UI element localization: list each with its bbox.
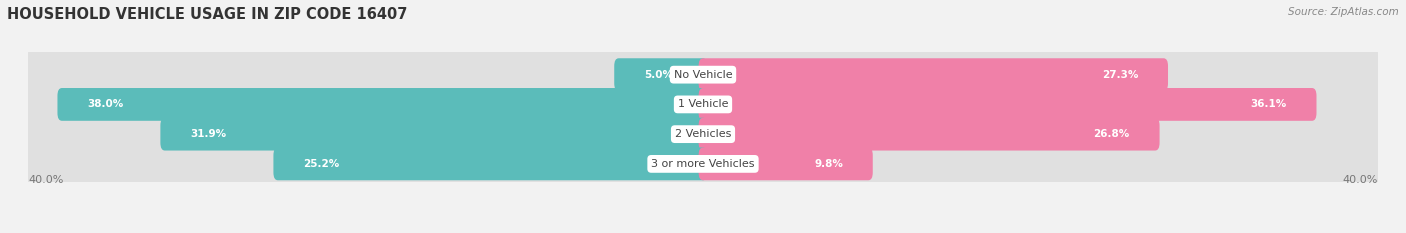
Text: 9.8%: 9.8% <box>814 159 844 169</box>
Text: 2 Vehicles: 2 Vehicles <box>675 129 731 139</box>
Text: 25.2%: 25.2% <box>304 159 339 169</box>
Text: 38.0%: 38.0% <box>87 99 124 110</box>
FancyBboxPatch shape <box>699 147 873 180</box>
FancyBboxPatch shape <box>58 88 707 121</box>
Text: 40.0%: 40.0% <box>28 175 63 185</box>
Text: 36.1%: 36.1% <box>1250 99 1286 110</box>
FancyBboxPatch shape <box>273 147 707 180</box>
FancyBboxPatch shape <box>22 82 1384 127</box>
Text: No Vehicle: No Vehicle <box>673 70 733 80</box>
Text: HOUSEHOLD VEHICLE USAGE IN ZIP CODE 16407: HOUSEHOLD VEHICLE USAGE IN ZIP CODE 1640… <box>7 7 408 22</box>
Text: 1 Vehicle: 1 Vehicle <box>678 99 728 110</box>
Text: 40.0%: 40.0% <box>1343 175 1378 185</box>
FancyBboxPatch shape <box>22 52 1384 97</box>
Text: 3 or more Vehicles: 3 or more Vehicles <box>651 159 755 169</box>
Text: 27.3%: 27.3% <box>1102 70 1139 80</box>
Text: 5.0%: 5.0% <box>644 70 673 80</box>
FancyBboxPatch shape <box>160 118 707 151</box>
FancyBboxPatch shape <box>22 141 1384 186</box>
Text: 31.9%: 31.9% <box>190 129 226 139</box>
FancyBboxPatch shape <box>699 118 1160 151</box>
Text: Source: ZipAtlas.com: Source: ZipAtlas.com <box>1288 7 1399 17</box>
FancyBboxPatch shape <box>614 58 707 91</box>
FancyBboxPatch shape <box>699 58 1168 91</box>
Text: 26.8%: 26.8% <box>1094 129 1130 139</box>
FancyBboxPatch shape <box>22 112 1384 157</box>
FancyBboxPatch shape <box>699 88 1316 121</box>
